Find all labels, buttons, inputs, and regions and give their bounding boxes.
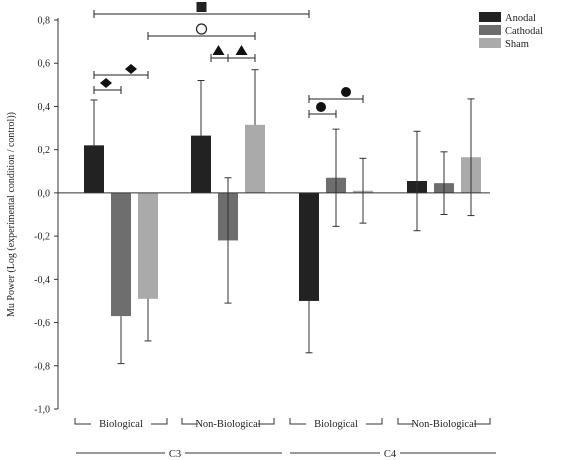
y-tick-label: 0,8: [38, 16, 51, 27]
electrode-label-bg: [380, 445, 400, 459]
filled-circle-marker-icon: [341, 87, 351, 97]
bar-sham-c3-biological: [138, 192, 158, 299]
y-axis-title: Mu Power (Log (experimental condition / …: [6, 112, 17, 317]
legend: Anodal Cathodal Sham: [479, 12, 543, 50]
y-tick-label: -0,6: [34, 318, 50, 329]
error-bars: [90, 69, 475, 365]
significance-brackets: [93, 2, 364, 118]
y-tick-label: -0,8: [34, 361, 50, 372]
legend-swatch-cathodal: [479, 25, 501, 35]
group-bracket: [289, 418, 306, 425]
bar-anodal-c3-nonbiological: [191, 135, 211, 193]
bar-anodal-c3-biological: [84, 145, 104, 193]
y-tick-label: -0,4: [34, 275, 50, 286]
group-label: Non-Biological: [411, 419, 476, 430]
y-tick-label: 0,0: [38, 188, 51, 199]
y-tick-label: -1,0: [34, 405, 50, 416]
diamond-marker-icon: [100, 78, 112, 88]
group-bracket: [258, 418, 275, 425]
y-axis: 0,8 0,6 0,4 0,2 0,0 -0,2 -0,4 -0,6 -0,8 -1,0: [34, 16, 59, 416]
legend-label: Anodal: [505, 13, 536, 24]
group-label: Biological: [99, 419, 143, 430]
legend-swatch-anodal: [479, 12, 501, 22]
open-circle-marker-icon: [195, 23, 208, 35]
diamond-marker-icon: [125, 64, 137, 74]
group-labels: Biological Non-Biological Biological Non-Bi…: [74, 418, 496, 460]
group-bracket: [151, 418, 168, 425]
legend-label: Cathodal: [505, 26, 543, 37]
group-label: Biological: [314, 419, 358, 430]
group-bracket: [74, 418, 91, 425]
bar-anodal-c4-biological: [299, 192, 319, 301]
bar-sham-c3-nonbiological: [245, 124, 265, 193]
electrode-label: C4: [384, 449, 397, 460]
group-label: Non-Biological: [195, 419, 260, 430]
electrode-label: C3: [169, 449, 181, 460]
legend-label: Sham: [505, 39, 529, 50]
y-tick-label: 0,6: [38, 59, 51, 70]
group-bracket: [474, 418, 491, 425]
legend-swatch-sham: [479, 38, 501, 48]
group-bracket: [181, 418, 198, 425]
triangle-marker-icon: [212, 45, 225, 55]
y-tick-label: 0,4: [38, 102, 51, 113]
y-tick-label: -0,2: [34, 232, 50, 243]
bars: [84, 124, 481, 317]
group-bracket: [397, 418, 414, 425]
bar-cathodal-c3-biological: [111, 192, 131, 317]
square-marker-icon: [196, 2, 207, 12]
filled-circle-marker-icon: [316, 102, 326, 112]
y-tick-label: 0,2: [38, 145, 51, 156]
triangle-marker-icon: [235, 45, 248, 55]
electrode-label-bg: [165, 445, 185, 459]
group-bracket: [366, 418, 383, 425]
